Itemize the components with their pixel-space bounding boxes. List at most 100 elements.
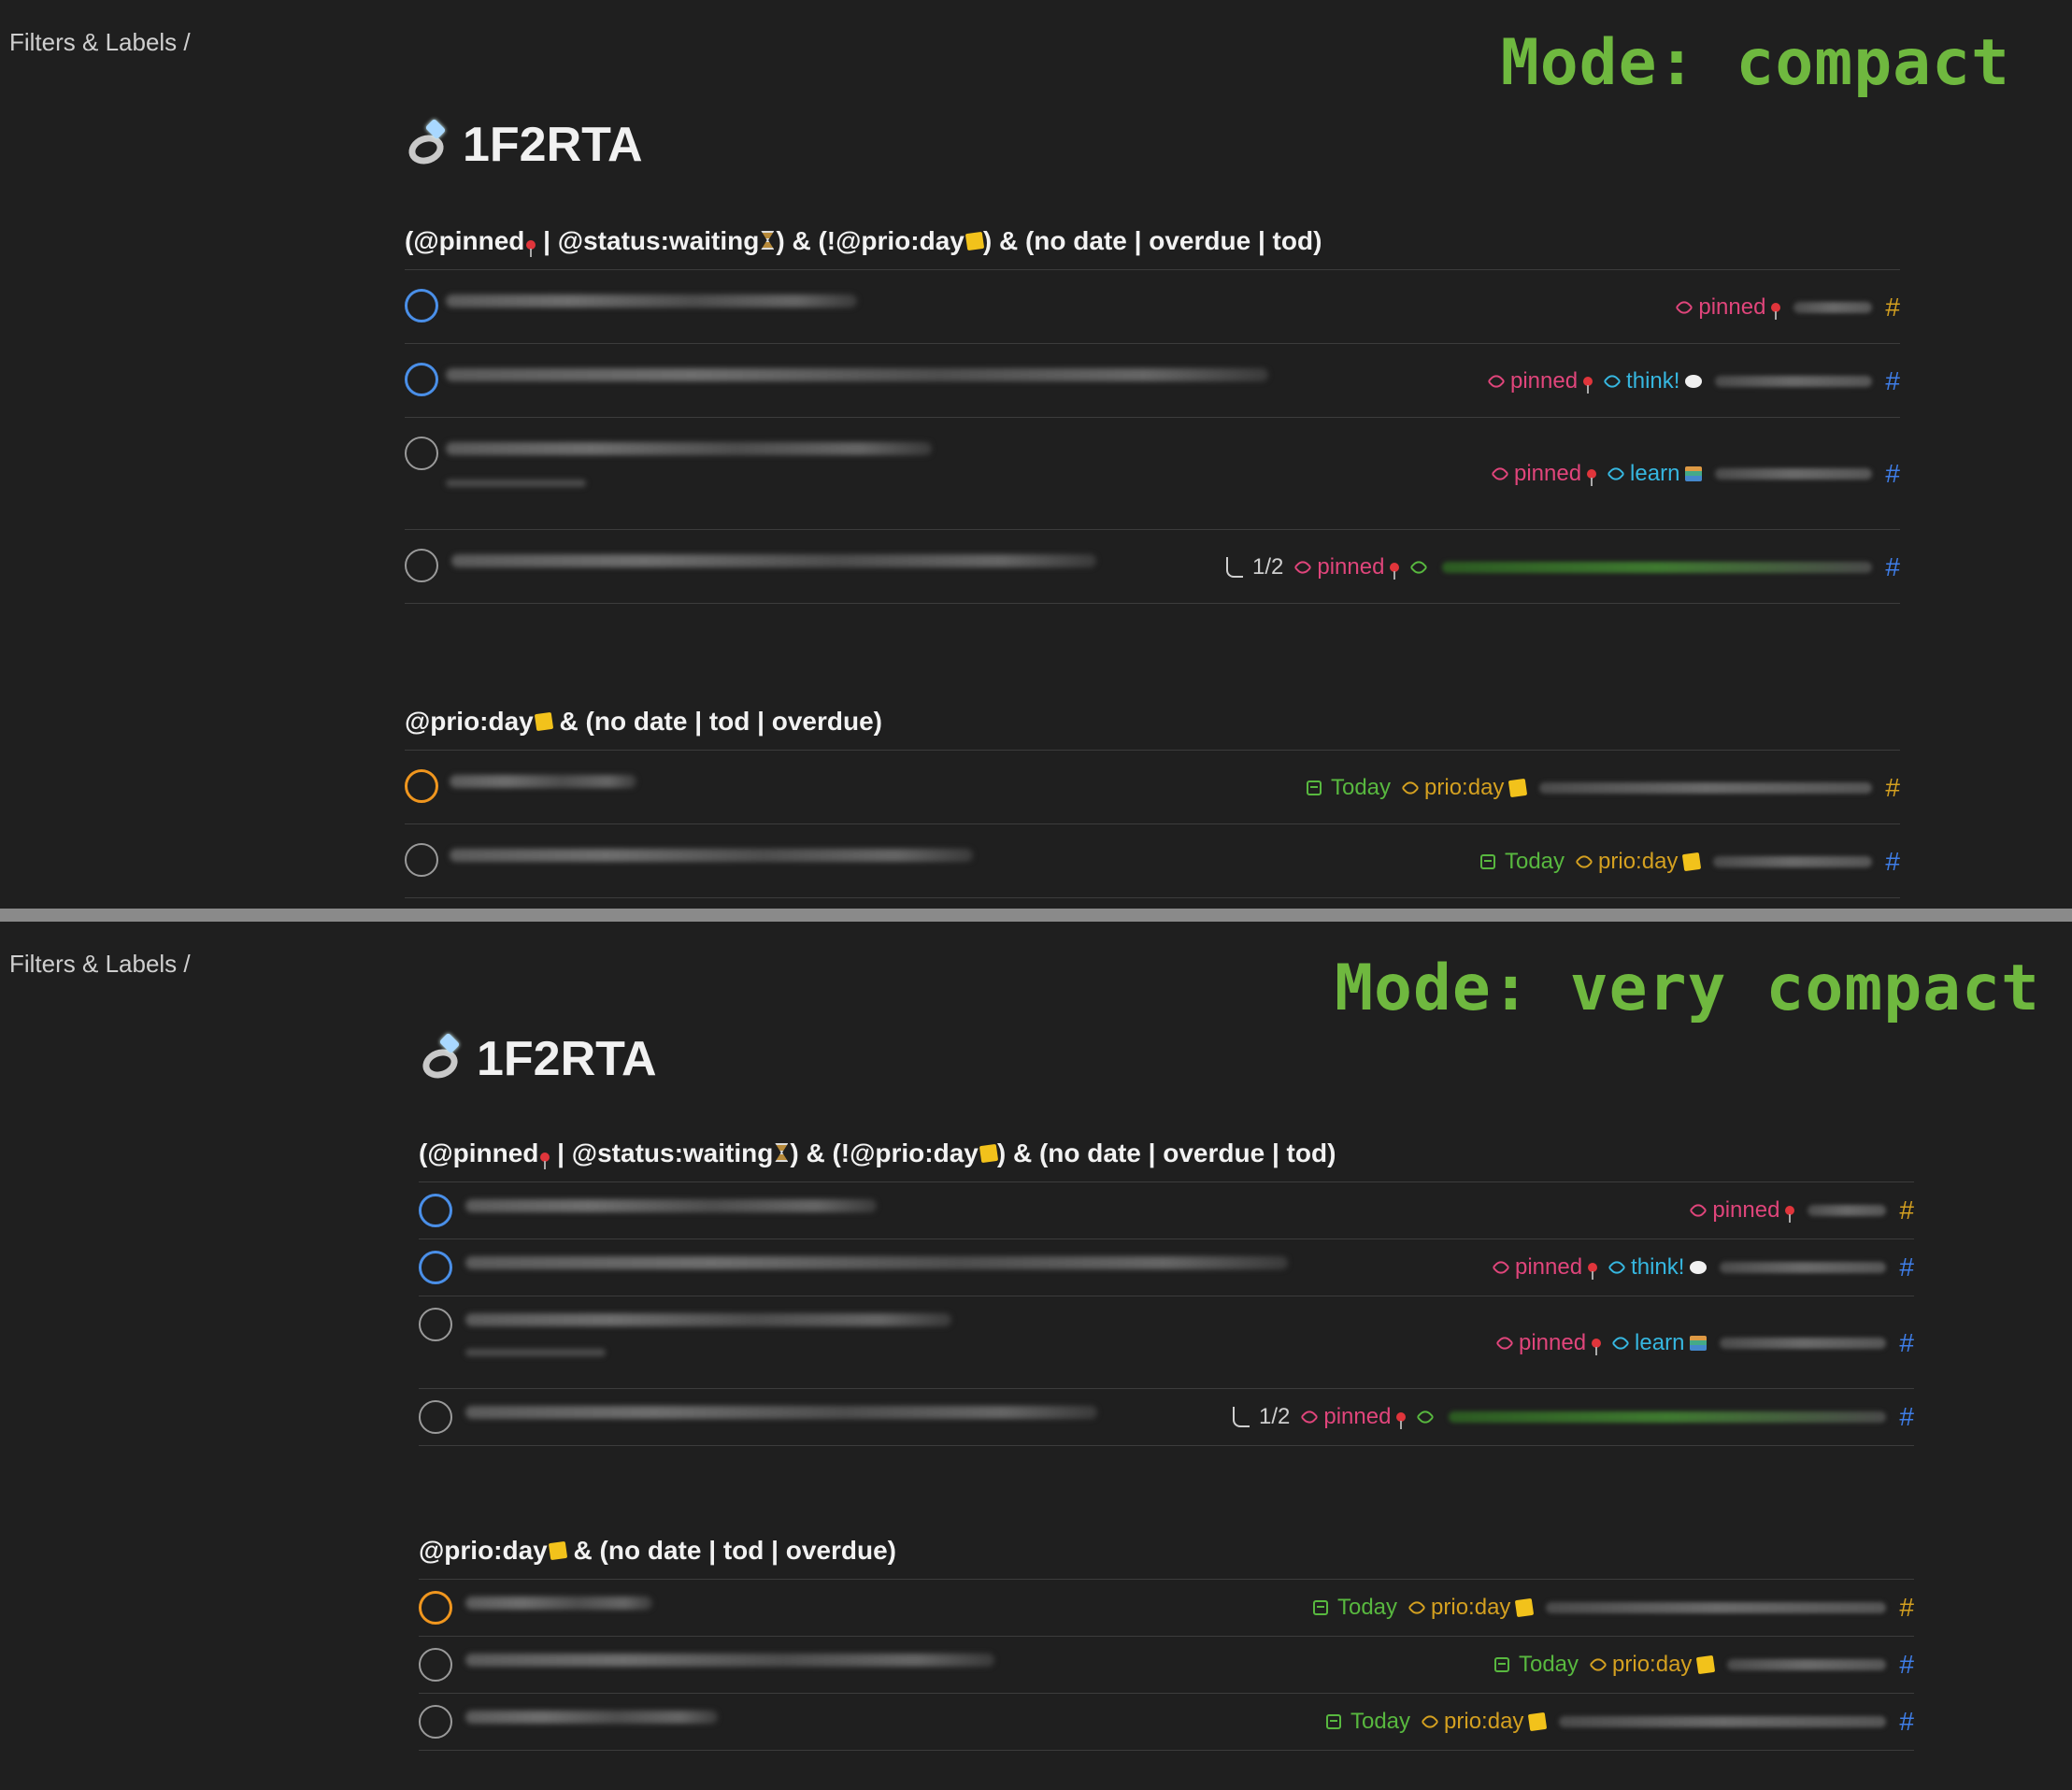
task-title-redacted[interactable] xyxy=(465,1597,652,1610)
project-hash-icon[interactable]: # xyxy=(1885,293,1900,322)
task-checkbox[interactable] xyxy=(419,1308,452,1341)
breadcrumb[interactable]: Filters & Labels / xyxy=(9,28,191,56)
project-name-redacted[interactable] xyxy=(1449,1411,1887,1423)
task-row[interactable]: pinned think! # xyxy=(405,344,1900,418)
project-name-redacted[interactable] xyxy=(1442,562,1873,573)
label-chip[interactable]: pinned xyxy=(1495,1330,1602,1356)
project-name-redacted[interactable] xyxy=(1713,856,1873,867)
project-name-redacted[interactable] xyxy=(1539,782,1873,794)
due-date[interactable]: Today xyxy=(1312,1595,1397,1621)
label-chip[interactable]: think! xyxy=(1603,368,1703,394)
project-name-redacted[interactable] xyxy=(1546,1602,1887,1613)
task-row[interactable]: pinned learn # xyxy=(405,418,1900,530)
project-hash-icon[interactable]: # xyxy=(1899,1253,1914,1282)
task-title-redacted[interactable] xyxy=(446,294,857,308)
task-title-redacted[interactable] xyxy=(446,368,1268,381)
project-name-redacted[interactable] xyxy=(1720,1338,1887,1349)
task-description-redacted xyxy=(446,480,586,487)
project-hash-icon[interactable]: # xyxy=(1885,847,1900,876)
label-chip[interactable] xyxy=(1416,1408,1436,1426)
task-title-redacted[interactable] xyxy=(446,442,932,455)
label-chip[interactable]: pinned xyxy=(1491,461,1597,487)
task-title-redacted[interactable] xyxy=(465,1406,1097,1419)
label-chip[interactable]: pinned xyxy=(1675,294,1781,321)
label-chip[interactable]: pinned xyxy=(1300,1404,1407,1430)
project-name-redacted[interactable] xyxy=(1793,302,1873,313)
label-chip[interactable]: prio:day xyxy=(1408,1595,1535,1621)
task-checkbox[interactable] xyxy=(419,1591,452,1625)
project-name-redacted[interactable] xyxy=(1720,1262,1887,1273)
due-date[interactable]: Today xyxy=(1493,1652,1579,1678)
task-row[interactable]: pinned # xyxy=(405,270,1900,344)
label-chip[interactable]: prio:day xyxy=(1575,849,1702,875)
task-title-redacted[interactable] xyxy=(465,1654,994,1667)
project-name-redacted[interactable] xyxy=(1715,468,1873,480)
task-title-redacted[interactable] xyxy=(465,1711,718,1724)
label-chip[interactable]: learn xyxy=(1607,461,1703,487)
due-date[interactable]: Today xyxy=(1479,849,1565,875)
task-title-redacted[interactable] xyxy=(465,1313,951,1326)
task-title-redacted[interactable] xyxy=(451,554,1096,567)
task-checkbox[interactable] xyxy=(419,1648,452,1682)
breadcrumb[interactable]: Filters & Labels / xyxy=(9,950,191,978)
filter-view: 1F2RTA (@pinned | @status:waiting) & (!@… xyxy=(405,112,1900,898)
project-hash-icon[interactable]: # xyxy=(1899,1196,1914,1224)
tag-icon xyxy=(1689,1201,1708,1220)
label-chip[interactable]: pinned xyxy=(1689,1197,1795,1224)
task-checkbox[interactable] xyxy=(405,843,438,877)
project-hash-icon[interactable]: # xyxy=(1885,773,1900,802)
tag-icon xyxy=(1300,1408,1320,1426)
project-hash-icon[interactable]: # xyxy=(1899,1650,1914,1679)
task-checkbox[interactable] xyxy=(405,549,438,582)
task-checkbox[interactable] xyxy=(405,437,438,470)
task-checkbox[interactable] xyxy=(405,769,438,803)
project-hash-icon[interactable]: # xyxy=(1885,552,1900,581)
task-checkbox[interactable] xyxy=(405,363,438,396)
project-hash-icon[interactable]: # xyxy=(1899,1328,1914,1357)
sticky-note-icon xyxy=(965,231,985,251)
label-chip[interactable]: prio:day xyxy=(1401,775,1528,801)
task-title-redacted[interactable] xyxy=(450,849,973,862)
project-name-redacted[interactable] xyxy=(1559,1716,1887,1727)
task-row[interactable]: pinned think! # xyxy=(419,1239,1914,1296)
task-checkbox[interactable] xyxy=(419,1251,452,1284)
project-hash-icon[interactable]: # xyxy=(1899,1402,1914,1431)
subtask-icon xyxy=(1232,1407,1250,1427)
label-chip[interactable]: learn xyxy=(1611,1330,1708,1356)
task-row[interactable]: Today prio:day # xyxy=(405,751,1900,824)
label-chip[interactable]: pinned xyxy=(1487,368,1593,394)
label-chip[interactable]: think! xyxy=(1608,1254,1708,1281)
project-name-redacted[interactable] xyxy=(1715,376,1873,387)
task-checkbox[interactable] xyxy=(419,1194,452,1227)
label-chip[interactable]: prio:day xyxy=(1421,1709,1548,1735)
task-title-redacted[interactable] xyxy=(450,775,636,788)
task-checkbox[interactable] xyxy=(405,289,438,322)
task-row[interactable]: 1/2 pinned # xyxy=(405,530,1900,604)
task-row[interactable]: Today prio:day # xyxy=(419,1637,1914,1694)
project-hash-icon[interactable]: # xyxy=(1885,459,1900,488)
due-date[interactable]: Today xyxy=(1306,775,1391,801)
task-title-redacted[interactable] xyxy=(465,1256,1288,1269)
label-chip[interactable]: prio:day xyxy=(1589,1652,1716,1678)
task-row[interactable]: Today prio:day # xyxy=(419,1580,1914,1637)
project-name-redacted[interactable] xyxy=(1727,1659,1887,1670)
task-meta: 1/2 pinned # xyxy=(1232,1402,1914,1432)
label-chip[interactable]: pinned xyxy=(1293,554,1400,580)
subtask-count[interactable]: 1/2 xyxy=(1225,554,1283,580)
task-row[interactable]: Today prio:day # xyxy=(405,824,1900,898)
task-row[interactable]: pinned # xyxy=(419,1182,1914,1239)
due-date[interactable]: Today xyxy=(1325,1709,1410,1735)
task-row[interactable]: Today prio:day # xyxy=(419,1694,1914,1751)
task-title-redacted[interactable] xyxy=(465,1199,877,1212)
task-checkbox[interactable] xyxy=(419,1400,452,1434)
task-row[interactable]: 1/2 pinned # xyxy=(419,1389,1914,1446)
label-chip[interactable]: pinned xyxy=(1492,1254,1598,1281)
project-hash-icon[interactable]: # xyxy=(1899,1593,1914,1622)
project-hash-icon[interactable]: # xyxy=(1899,1707,1914,1736)
label-chip[interactable] xyxy=(1409,558,1429,577)
task-checkbox[interactable] xyxy=(419,1705,452,1739)
task-row[interactable]: pinned learn # xyxy=(419,1296,1914,1389)
project-name-redacted[interactable] xyxy=(1808,1205,1887,1216)
project-hash-icon[interactable]: # xyxy=(1885,366,1900,395)
subtask-count[interactable]: 1/2 xyxy=(1232,1404,1290,1430)
